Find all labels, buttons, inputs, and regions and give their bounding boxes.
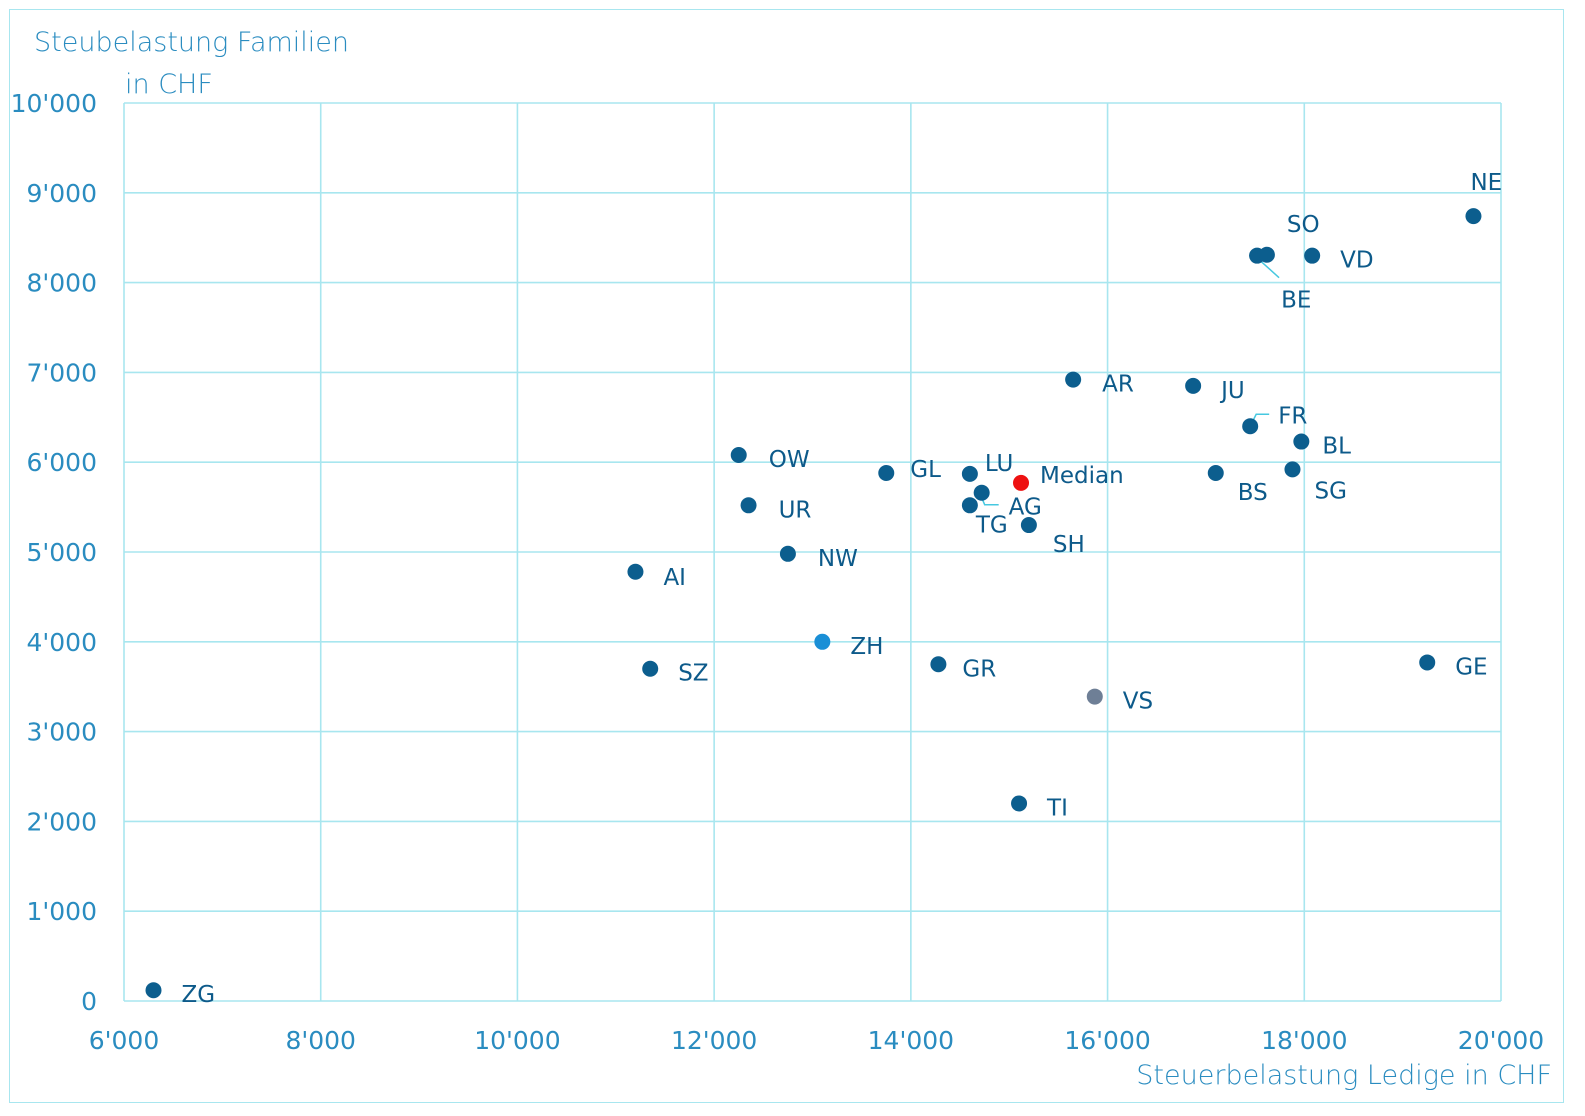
- y-tick-label: 8'000: [27, 269, 98, 298]
- x-axis-label: Steuerbelastung Ledige in CHF: [1136, 1060, 1552, 1091]
- label-sh: SH: [1053, 532, 1085, 558]
- x-tick-label: 20'000: [1458, 1026, 1544, 1055]
- point-gl: [878, 464, 895, 481]
- point-sg: [1284, 461, 1301, 478]
- x-tick-label: 10'000: [474, 1026, 560, 1055]
- label-lu: LU: [985, 451, 1014, 477]
- point-bl: [1293, 433, 1310, 450]
- label-ur: UR: [779, 497, 812, 523]
- x-tick-label: 6'000: [89, 1026, 160, 1055]
- point-ai: [627, 563, 644, 580]
- point-ge: [1419, 654, 1436, 671]
- leader-line-be: [1258, 259, 1280, 279]
- label-be: BE: [1281, 288, 1311, 314]
- point-ag: [973, 484, 990, 501]
- x-tick-label: 18'000: [1261, 1026, 1347, 1055]
- label-ju: JU: [1219, 378, 1245, 404]
- y-tick-labels: 0 1'000 2'000 3'000 4'000 5'000 6'000 7'000 8'00…: [11, 89, 97, 1016]
- point-nw: [779, 545, 796, 562]
- point-lu: [961, 465, 978, 482]
- label-vd: VD: [1340, 248, 1373, 274]
- label-bs: BS: [1238, 480, 1268, 506]
- point-ne: [1465, 208, 1482, 225]
- label-vs: VS: [1123, 689, 1153, 715]
- x-tick-label: 8'000: [285, 1026, 356, 1055]
- label-gl: GL: [910, 457, 941, 483]
- y-tick-label: 4'000: [27, 628, 98, 657]
- x-tick-labels: 6'000 8'000 10'000 12'000 14'000 16'000 18'000…: [89, 1026, 1544, 1055]
- point-zh: [814, 633, 831, 650]
- point-so: [1258, 246, 1275, 263]
- label-median: Median: [1040, 463, 1124, 489]
- y-axis-label-line1: Steubelastung Familien: [34, 27, 349, 58]
- y-tick-label: 0: [81, 987, 97, 1016]
- point-sz: [642, 660, 659, 677]
- label-gr: GR: [962, 656, 996, 682]
- y-tick-label: 9'000: [27, 179, 98, 208]
- label-zh: ZH: [850, 634, 883, 660]
- point-vs: [1086, 688, 1103, 705]
- label-bl: BL: [1322, 434, 1351, 460]
- x-tick-label: 12'000: [671, 1026, 757, 1055]
- label-ne: NE: [1470, 170, 1502, 196]
- point-fr: [1242, 418, 1259, 435]
- y-tick-label: 6'000: [27, 448, 98, 477]
- point-ju: [1185, 377, 1202, 394]
- y-tick-label: 1'000: [27, 897, 98, 926]
- x-tick-label: 14'000: [868, 1026, 954, 1055]
- point-sh: [1020, 517, 1037, 534]
- label-ow: OW: [769, 447, 810, 473]
- label-sg: SG: [1314, 478, 1346, 504]
- y-tick-label: 10'000: [11, 89, 97, 118]
- y-tick-label: 3'000: [27, 718, 98, 747]
- y-tick-label: 7'000: [27, 358, 98, 387]
- label-ge: GE: [1455, 654, 1487, 680]
- point-ti: [1011, 795, 1028, 812]
- chart-frame: [9, 9, 1564, 1103]
- label-tg: TG: [975, 512, 1008, 538]
- label-ar: AR: [1102, 372, 1134, 398]
- label-ti: TI: [1046, 795, 1068, 821]
- point-bs: [1207, 464, 1224, 481]
- y-tick-label: 2'000: [27, 807, 98, 836]
- point-median: [1013, 474, 1030, 491]
- label-nw: NW: [818, 546, 858, 572]
- data-points: [145, 208, 1482, 999]
- x-tick-label: 16'000: [1064, 1026, 1150, 1055]
- y-axis-label-line2: in CHF: [125, 69, 213, 100]
- label-zg: ZG: [182, 982, 216, 1008]
- y-tick-label: 5'000: [27, 538, 98, 567]
- point-vd: [1304, 247, 1321, 264]
- label-fr: FR: [1278, 403, 1307, 429]
- label-ai: AI: [663, 565, 686, 591]
- point-zg: [145, 982, 162, 999]
- point-tg: [961, 497, 978, 514]
- point-gr: [930, 656, 947, 673]
- point-ur: [740, 497, 757, 514]
- grid: [123, 102, 1502, 1002]
- label-ag: AG: [1009, 495, 1042, 521]
- point-ar: [1065, 371, 1082, 388]
- point-ow: [730, 447, 747, 464]
- label-so: SO: [1287, 212, 1320, 238]
- label-sz: SZ: [678, 661, 708, 687]
